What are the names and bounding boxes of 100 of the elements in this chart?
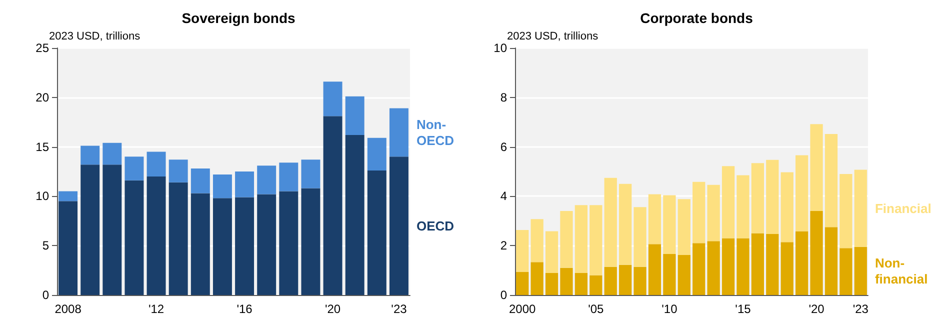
series-label: Non-financial	[874, 255, 928, 286]
bar	[124, 180, 144, 295]
bar	[574, 205, 588, 274]
bar	[389, 156, 408, 295]
bar	[516, 272, 529, 295]
bar	[604, 266, 617, 295]
y-tick-label: 6	[500, 140, 508, 154]
bar	[854, 170, 867, 247]
bar	[824, 227, 838, 295]
bar	[590, 205, 602, 276]
bar	[751, 163, 764, 234]
y-axis-title: 2023 USD, trillions	[507, 30, 599, 42]
bar	[323, 82, 342, 116]
bar	[545, 231, 558, 274]
bar	[516, 230, 529, 272]
bar	[212, 198, 232, 295]
bar	[80, 164, 100, 295]
bar	[190, 193, 210, 295]
bar	[840, 174, 852, 248]
bar	[707, 241, 720, 295]
bar	[168, 182, 188, 295]
bar	[58, 201, 78, 295]
y-tick-label: 0	[42, 288, 50, 302]
bar	[618, 264, 632, 295]
bar	[235, 197, 254, 295]
bar	[692, 243, 706, 295]
bar	[722, 238, 735, 295]
x-tick-label: 2000	[509, 302, 536, 316]
bar	[102, 164, 122, 295]
bar	[190, 168, 210, 194]
bar	[736, 238, 750, 295]
y-tick-label: 4	[500, 189, 508, 204]
bar	[574, 273, 588, 295]
bar	[854, 246, 867, 295]
y-tick-label: 0	[500, 288, 508, 302]
y-tick-label: 5	[42, 238, 50, 253]
bar	[235, 172, 254, 198]
bar	[212, 174, 232, 198]
bar	[389, 108, 408, 157]
x-tick-label: '05	[588, 302, 604, 316]
series-label: Financial	[874, 200, 932, 216]
y-tick-label: 10	[36, 189, 50, 204]
x-tick-label: 2008	[54, 302, 82, 316]
bar	[58, 191, 78, 202]
bar	[722, 166, 735, 238]
y-tick-label: 20	[36, 90, 50, 104]
bar	[146, 152, 166, 176]
y-tick-label: 15	[36, 140, 50, 154]
bar	[560, 211, 573, 268]
bar	[766, 160, 779, 234]
bar	[663, 254, 676, 295]
bar	[279, 162, 298, 192]
x-tick-label: '23	[391, 302, 408, 316]
chart-title: Corporate bonds	[640, 10, 754, 26]
bar	[780, 172, 794, 242]
bar	[345, 96, 364, 135]
bar	[345, 134, 364, 295]
series-label: Non-OECD	[416, 116, 454, 148]
bar	[766, 234, 779, 295]
bar	[80, 146, 100, 165]
bar	[751, 233, 764, 295]
bar	[795, 231, 808, 295]
bar	[678, 199, 690, 255]
bar	[780, 242, 794, 295]
bar	[634, 266, 646, 295]
bar	[367, 138, 386, 171]
bar	[301, 188, 320, 295]
bar	[840, 248, 852, 295]
bar	[618, 184, 632, 265]
bar	[648, 194, 662, 244]
bar	[168, 160, 188, 182]
bar	[648, 244, 662, 295]
x-tick-label: '23	[852, 302, 869, 316]
x-tick-label: '15	[735, 302, 752, 316]
bar	[545, 273, 558, 295]
bar	[736, 175, 750, 238]
bar	[257, 194, 276, 295]
bar	[530, 262, 544, 295]
bar	[367, 170, 386, 295]
bar	[810, 211, 823, 295]
x-tick-label: '20	[808, 302, 825, 316]
bar	[530, 219, 544, 262]
chart-title: Sovereign bonds	[182, 10, 296, 26]
bar	[810, 124, 823, 212]
bar	[663, 195, 676, 254]
bar	[102, 142, 122, 165]
bar	[590, 275, 602, 295]
bar	[824, 134, 838, 228]
x-tick-label: '12	[148, 302, 164, 316]
bar	[560, 268, 573, 295]
bar	[124, 156, 144, 180]
y-tick-label: 10	[494, 41, 508, 55]
bar	[795, 155, 808, 232]
bar	[678, 254, 690, 295]
series-label: OECD	[416, 218, 454, 234]
bar	[634, 207, 646, 267]
y-tick-label: 8	[500, 90, 508, 104]
bar	[707, 184, 720, 242]
y-axis-title: 2023 USD, trillions	[49, 30, 141, 42]
bar	[692, 182, 706, 244]
